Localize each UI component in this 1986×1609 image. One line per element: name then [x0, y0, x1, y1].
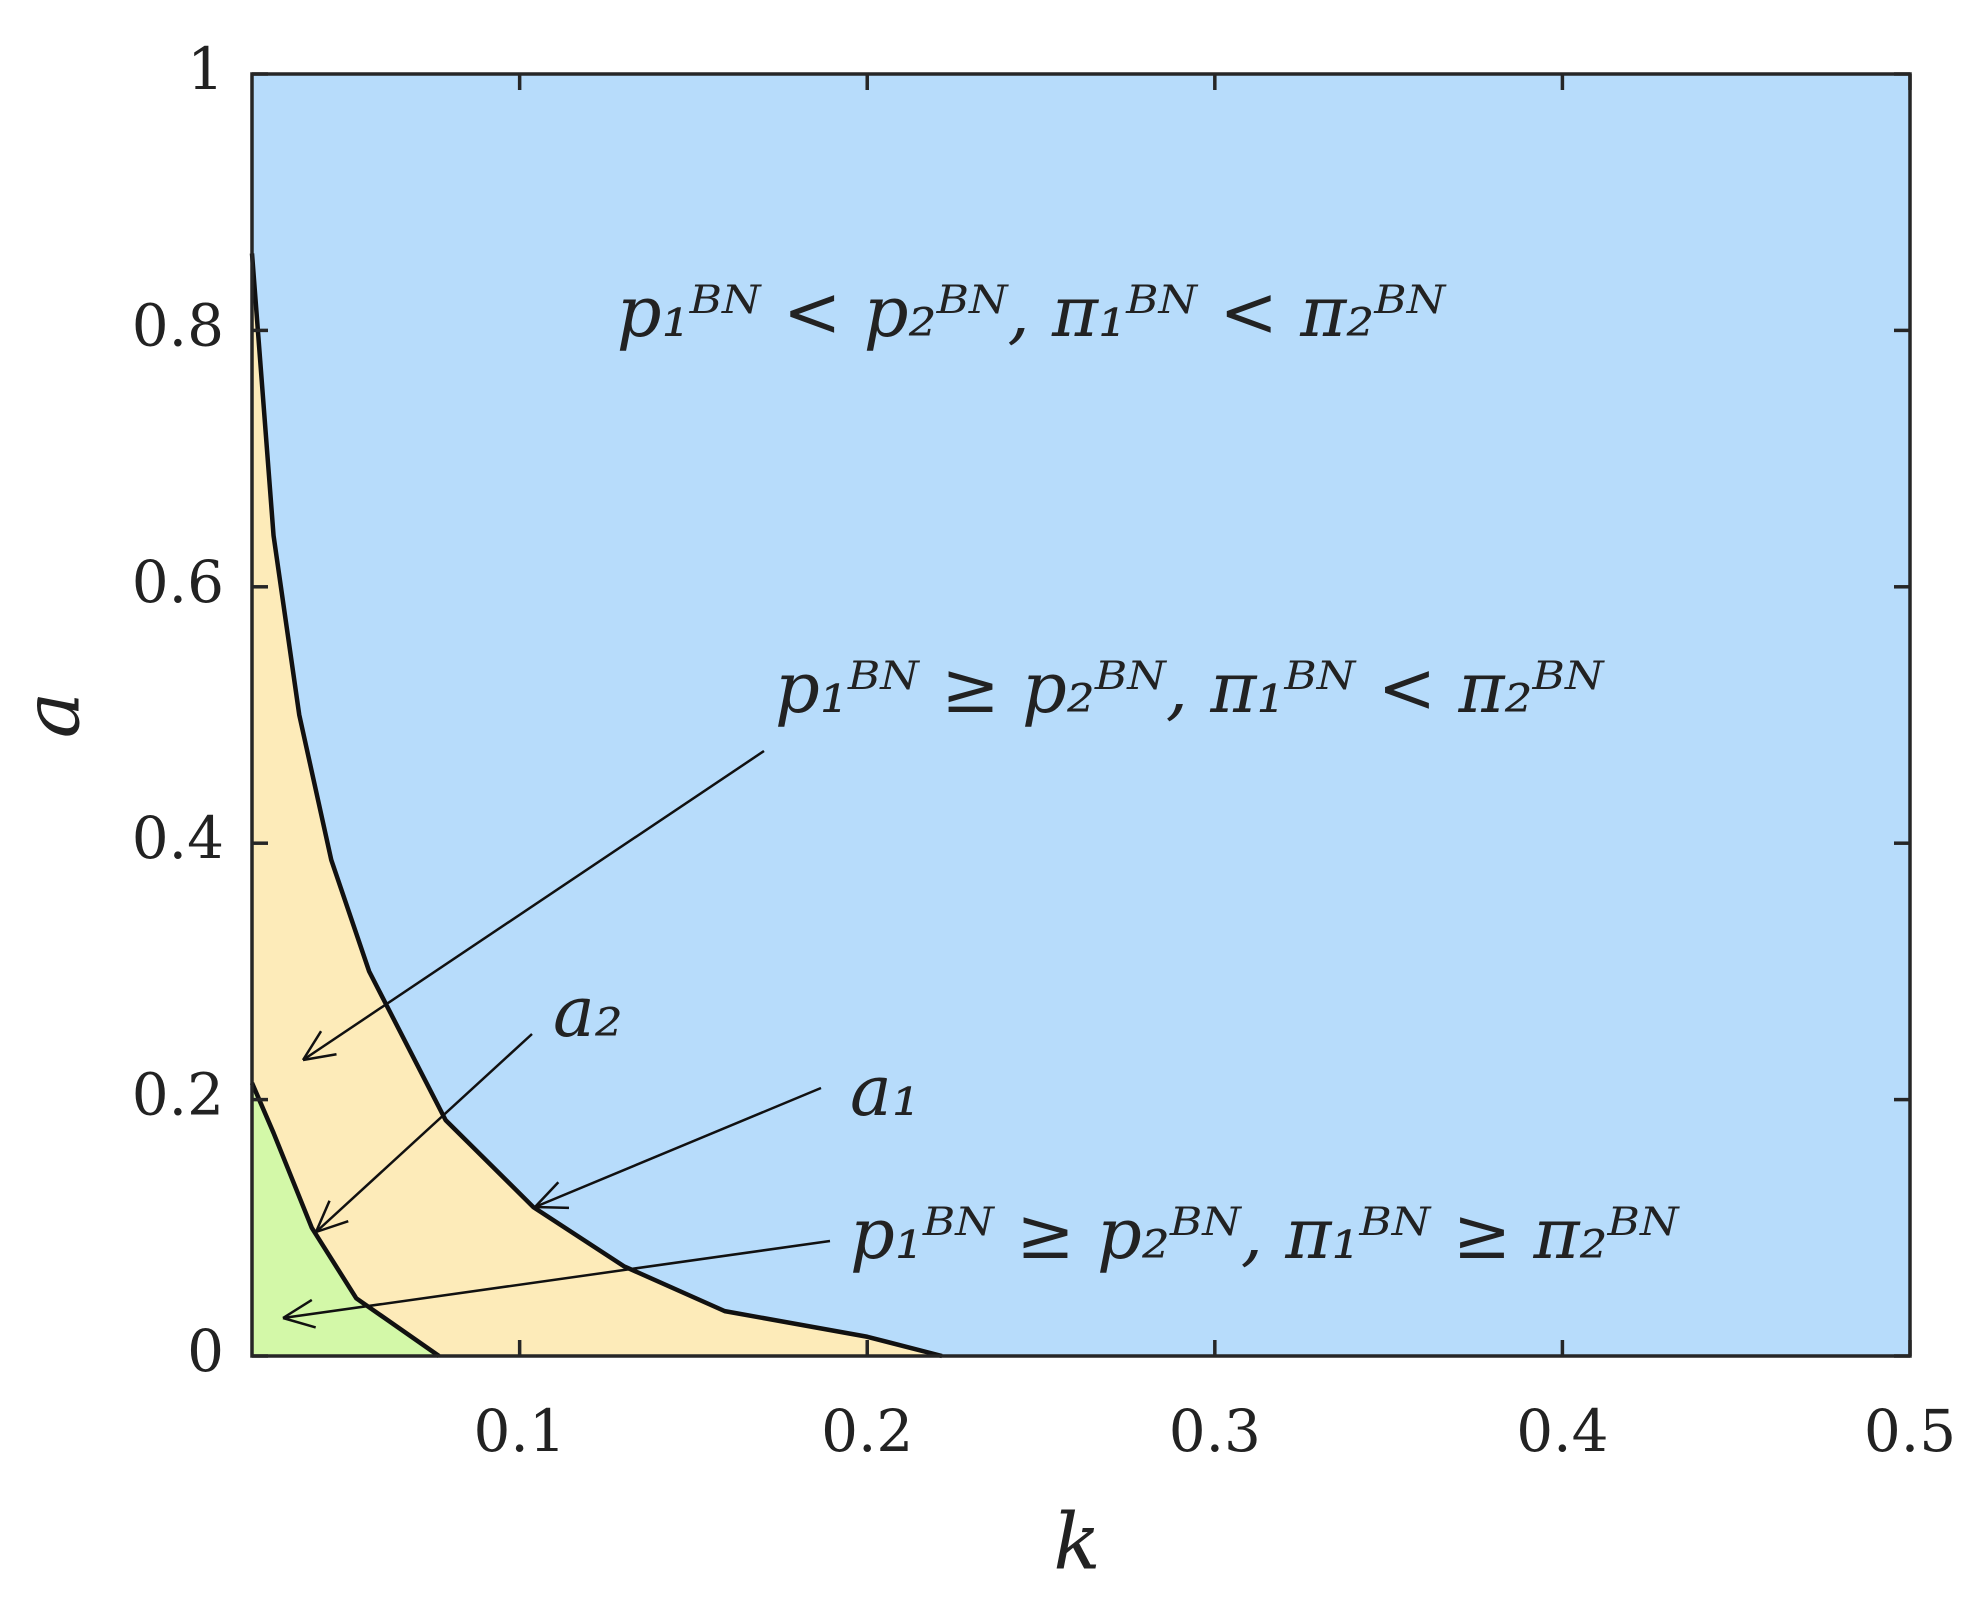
- arrow-head: [282, 1316, 317, 1329]
- arrow-head: [301, 1030, 323, 1061]
- arrow-head: [314, 1200, 331, 1233]
- y-tick-label: 0.2: [132, 1061, 224, 1129]
- x-tick-label: 0.1: [474, 1397, 566, 1465]
- y-tick-label: 1: [187, 35, 224, 103]
- y-tick-label: 0.8: [132, 291, 224, 359]
- y-axis-label: a: [8, 692, 98, 739]
- curve-label: a₂: [553, 971, 623, 1053]
- arrow-shaft: [282, 1239, 831, 1320]
- x-tick-label: 0.2: [821, 1397, 913, 1465]
- x-axis-label: k: [1053, 1498, 1100, 1588]
- region-label: p₁ᴮᴺ ≥ p₂ᴮᴺ, π₁ᴮᴺ < π₂ᴮᴺ: [775, 647, 1605, 729]
- arrow-shaft: [315, 1033, 533, 1233]
- plot-background: [252, 74, 1910, 1356]
- region-label: p₁ᴮᴺ ≥ p₂ᴮᴺ, π₁ᴮᴺ ≥ π₂ᴮᴺ: [850, 1193, 1680, 1275]
- arrow-shaft: [302, 749, 765, 1062]
- curve-label: a₁: [850, 1050, 920, 1132]
- arrow-shaft: [534, 1086, 822, 1209]
- arrow-head: [302, 1052, 337, 1062]
- region-area: [252, 1082, 440, 1356]
- y-tick-label: 0.4: [132, 804, 224, 872]
- boundary-curve: [249, 253, 943, 1359]
- region-label: p₁ᴮᴺ < p₂ᴮᴺ, π₁ᴮᴺ < π₂ᴮᴺ: [617, 271, 1447, 353]
- y-tick-label: 0.6: [132, 548, 224, 616]
- arrow-head: [282, 1298, 313, 1320]
- arrow-head: [534, 1205, 570, 1210]
- x-tick-label: 0.3: [1169, 1397, 1261, 1465]
- x-tick-label: 0.4: [1516, 1397, 1608, 1465]
- arrow-head: [315, 1220, 349, 1234]
- y-tick-label: 0: [187, 1317, 224, 1385]
- plot-frame: [250, 72, 1912, 1358]
- arrow-head: [534, 1181, 560, 1208]
- boundary-curve: [249, 1082, 441, 1358]
- x-tick-label: 0.5: [1864, 1397, 1956, 1465]
